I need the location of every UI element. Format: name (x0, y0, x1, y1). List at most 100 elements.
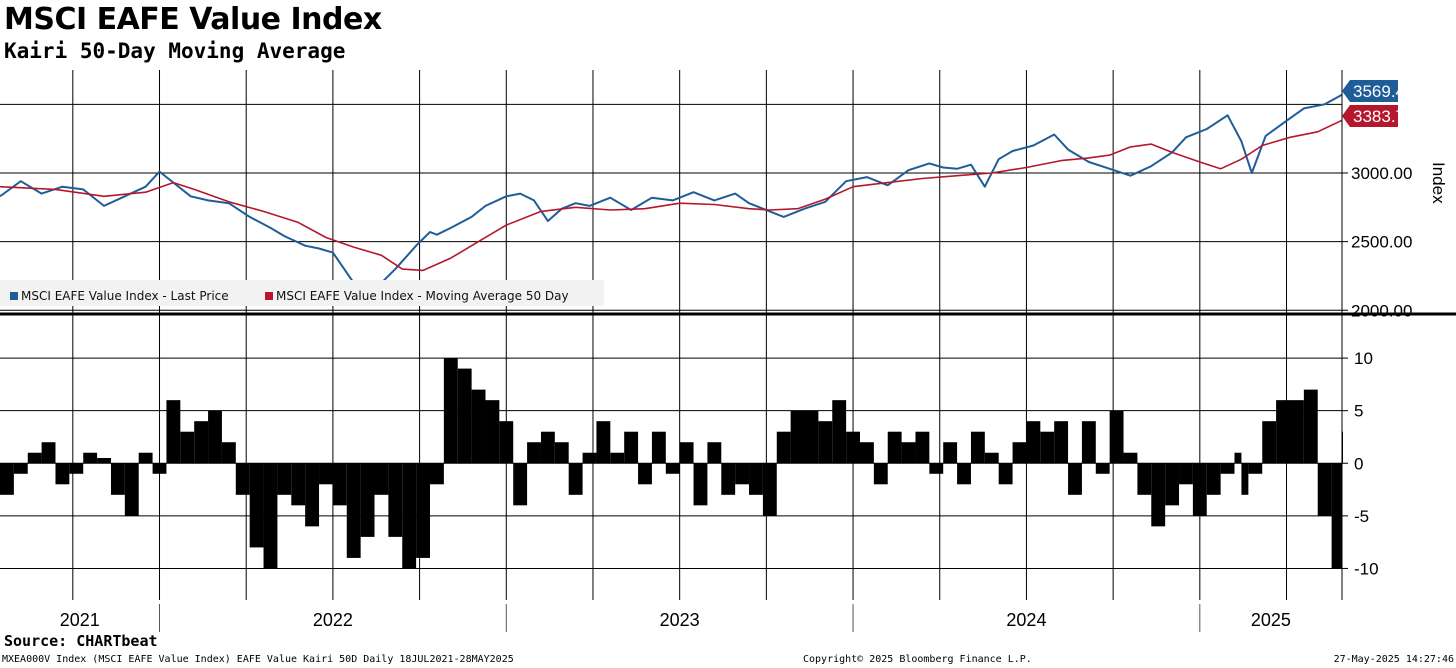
price-last-tag-shape (1342, 80, 1398, 102)
chart-title: MSCI EAFE Value Index (4, 2, 382, 37)
price-last-value: 3569.45 (1353, 82, 1414, 101)
kairi-bar (1276, 400, 1290, 464)
kairi-bar (485, 400, 500, 464)
moving-average-line (0, 119, 1343, 272)
kairi-bar (499, 421, 514, 464)
kairi-bar (0, 463, 14, 495)
kairi-bar (846, 431, 860, 464)
kairi-bar (984, 452, 999, 464)
price-y-tick-label: 2000.00 (1351, 301, 1412, 320)
kairi-bar (97, 458, 111, 464)
kairi-bar (388, 463, 403, 537)
kairi-bar (970, 431, 985, 464)
kairi-bar (762, 463, 777, 516)
price-panel (0, 93, 1343, 291)
kairi-bar (221, 442, 236, 464)
y-axis-label-index: Index (1429, 162, 1448, 204)
price-series-line (0, 93, 1343, 291)
kairi-bar (887, 431, 902, 464)
kairi-bar (346, 463, 361, 558)
legend-label-price: MSCI EAFE Value Index - Last Price (21, 289, 229, 303)
kairi-bar (429, 463, 444, 485)
legend-background (0, 280, 604, 306)
kairi-bar (873, 463, 888, 485)
last-value-tags: 3569.45 3383.76 (1342, 80, 1414, 127)
kairi-bar (554, 442, 569, 464)
kairi-bar (138, 452, 153, 464)
x-axis-year-label: 2025 (1251, 610, 1291, 630)
legend-swatch-price (10, 292, 18, 300)
kairi-bar (1289, 400, 1304, 464)
kairi-bar (1109, 410, 1124, 464)
kairi-bar (1054, 421, 1069, 464)
kairi-bar (1192, 463, 1207, 516)
kairi-bar (235, 463, 250, 495)
kairi-bar (291, 463, 306, 506)
kairi-bar (360, 463, 375, 537)
kairi-bar (110, 463, 125, 495)
kairi-bar (610, 452, 625, 464)
kairi-panel (0, 358, 1343, 569)
footer-copyright: Copyright© 2025 Bloomberg Finance L.P. (803, 654, 1032, 665)
kairi-bar (277, 463, 292, 495)
kairi-bar (13, 463, 28, 474)
x-axis-year-label: 2023 (660, 610, 700, 630)
kairi-bar (83, 452, 98, 464)
kairi-bar (818, 421, 833, 464)
kairi-bar (596, 421, 611, 464)
legend: MSCI EAFE Value Index - Last Price MSCI … (0, 280, 604, 306)
grid-layer (0, 70, 1342, 600)
kairi-bar (1165, 463, 1180, 506)
kairi-bar (1081, 421, 1096, 464)
kairi-bar (957, 463, 971, 485)
price-y-tick-label: 2500.00 (1351, 233, 1412, 252)
kairi-bar (166, 400, 181, 464)
kairi-bar (929, 463, 944, 474)
kairi-bar (1068, 463, 1082, 495)
kairi-bar (540, 431, 555, 464)
footer-timestamp: 27-May-2025 14:27:46 (1333, 654, 1454, 665)
kairi-bar (194, 421, 209, 464)
kairi-bar (707, 442, 722, 464)
kairi-bar (943, 442, 958, 464)
kairi-bar (901, 442, 916, 464)
kairi-bar (1234, 452, 1242, 464)
kairi-bar (305, 463, 320, 527)
kairi-bar (638, 463, 652, 485)
kairi-bar (1123, 452, 1138, 464)
kairi-bar (402, 463, 417, 569)
x-axis-year-label: 2021 (60, 610, 100, 630)
kairi-bar (55, 463, 70, 485)
kairi-bar (1206, 463, 1221, 495)
x-axis-year-label: 2022 (313, 610, 353, 630)
kairi-bar (568, 463, 583, 495)
legend-swatch-ma (265, 292, 273, 300)
kairi-bar (582, 452, 597, 464)
kairi-bar (735, 463, 750, 485)
kairi-bar (624, 431, 639, 464)
kairi-bar (1137, 463, 1152, 495)
kairi-bar (27, 452, 42, 464)
kairi-bar (804, 410, 819, 464)
kairi-bar (790, 410, 805, 464)
kairi-bar (1331, 463, 1342, 569)
legend-label-ma: MSCI EAFE Value Index - Moving Average 5… (276, 289, 569, 303)
chart-subtitle: Kairi 50-Day Moving Average (4, 39, 346, 63)
kairi-bar (998, 463, 1013, 485)
kairi-bar (527, 442, 541, 464)
kairi-bar (180, 431, 195, 464)
kairi-bar (1241, 463, 1249, 495)
kairi-y-tick-label: 10 (1354, 349, 1373, 368)
kairi-bar (679, 442, 694, 464)
kairi-bar (651, 431, 666, 464)
kairi-bar (832, 400, 847, 464)
ma-last-value: 3383.76 (1353, 107, 1414, 126)
kairi-bar (1262, 421, 1277, 464)
kairi-bar (457, 368, 472, 464)
footer-description: MXEA000V Index (MSCI EAFE Value Index) E… (2, 654, 514, 665)
kairi-bar (693, 463, 708, 506)
kairi-bar (915, 431, 930, 464)
kairi-bar (513, 463, 528, 506)
kairi-bar (1248, 463, 1263, 474)
